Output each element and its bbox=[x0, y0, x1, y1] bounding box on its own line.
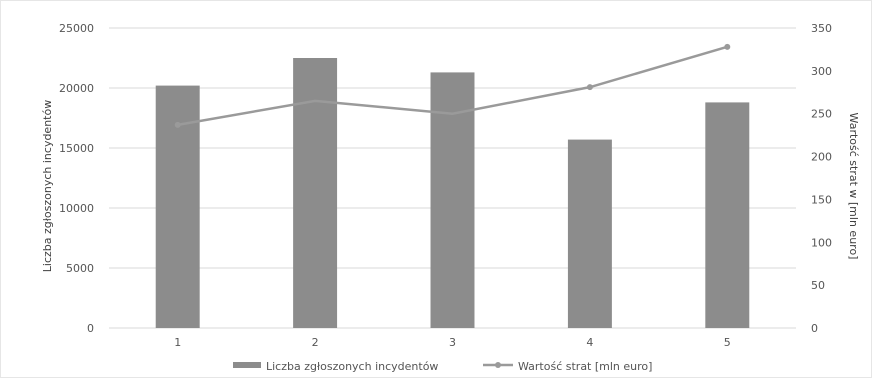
left-tick-label: 5000 bbox=[66, 262, 94, 275]
legend-bar-swatch bbox=[233, 362, 261, 368]
bar bbox=[705, 102, 750, 329]
x-tick-label: 5 bbox=[724, 336, 731, 349]
loss-line bbox=[177, 45, 728, 127]
x-tick-label: 3 bbox=[449, 336, 456, 349]
bar bbox=[567, 139, 612, 328]
bar-series bbox=[155, 58, 750, 329]
right-axis-title: Wartość strat w [mln euro] bbox=[847, 113, 860, 260]
line-point bbox=[724, 43, 731, 50]
line-point bbox=[174, 121, 181, 128]
legend-bar-label: Liczba zgłoszonych incydentów bbox=[266, 360, 438, 373]
right-tick-label: 200 bbox=[811, 151, 832, 164]
x-tick-label: 2 bbox=[312, 336, 319, 349]
left-tick-label: 15000 bbox=[59, 142, 94, 155]
x-tick-label: 4 bbox=[586, 336, 593, 349]
right-tick-label: 0 bbox=[811, 322, 818, 335]
right-tick-label: 100 bbox=[811, 236, 832, 249]
legend-line-label: Wartość strat [mln euro] bbox=[518, 360, 652, 373]
right-axis-ticks: 0 50 100 150 200 250 300 350 bbox=[811, 22, 832, 335]
right-tick-label: 300 bbox=[811, 65, 832, 78]
bar bbox=[293, 58, 338, 328]
left-axis-ticks: 0 5000 10000 15000 20000 25000 bbox=[59, 22, 94, 335]
line-point bbox=[586, 84, 593, 91]
left-tick-label: 0 bbox=[87, 322, 94, 335]
left-tick-label: 20000 bbox=[59, 82, 94, 95]
x-axis-ticks: 1 2 3 4 5 bbox=[174, 336, 731, 349]
left-axis-title: Liczba zgłoszonych incydentów bbox=[41, 100, 54, 272]
left-tick-label: 10000 bbox=[59, 202, 94, 215]
legend: Liczba zgłoszonych incydentów Wartość st… bbox=[233, 360, 652, 373]
right-tick-label: 350 bbox=[811, 22, 832, 35]
line-series bbox=[174, 43, 731, 128]
bar bbox=[430, 72, 475, 329]
right-tick-label: 250 bbox=[811, 108, 832, 121]
x-tick-label: 1 bbox=[174, 336, 181, 349]
left-tick-label: 25000 bbox=[59, 22, 94, 35]
right-tick-label: 50 bbox=[811, 279, 825, 292]
legend-line-marker bbox=[495, 362, 501, 368]
right-tick-label: 150 bbox=[811, 193, 832, 206]
